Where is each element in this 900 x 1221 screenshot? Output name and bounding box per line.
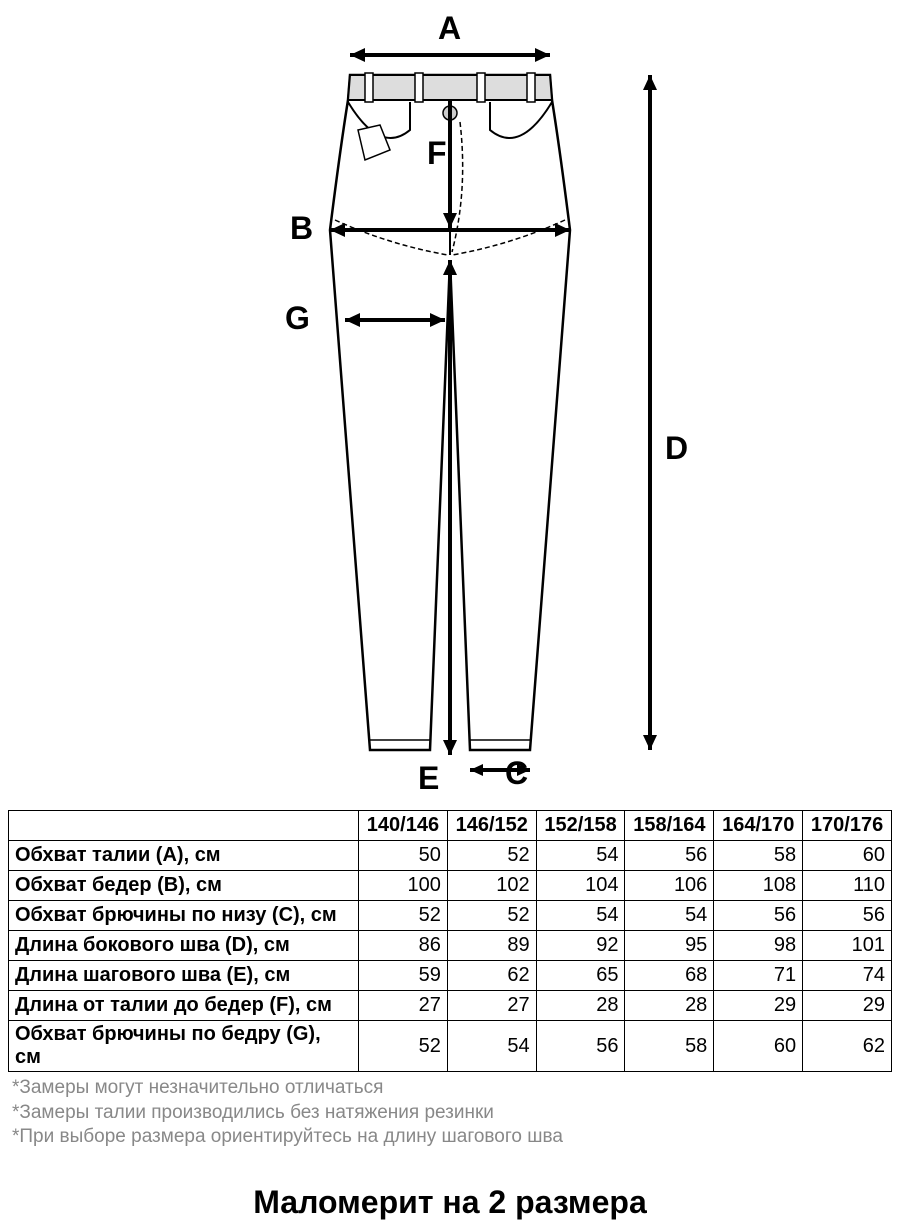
cell: 59 bbox=[359, 961, 448, 991]
table-header-row: 140/146 146/152 152/158 158/164 164/170 … bbox=[9, 811, 892, 841]
cell: 52 bbox=[359, 901, 448, 931]
cell: 56 bbox=[803, 901, 892, 931]
arrow-a bbox=[350, 48, 550, 62]
cell: 52 bbox=[447, 901, 536, 931]
cell: 68 bbox=[625, 961, 714, 991]
cell: 104 bbox=[536, 871, 625, 901]
row-label: Длина бокового шва (D), см bbox=[9, 931, 359, 961]
cell: 58 bbox=[625, 1021, 714, 1072]
row-label: Обхват бедер (В), см bbox=[9, 871, 359, 901]
cell: 27 bbox=[359, 991, 448, 1021]
cell: 62 bbox=[447, 961, 536, 991]
cell: 95 bbox=[625, 931, 714, 961]
note-line: *Замеры талии производились без натяжени… bbox=[12, 1101, 888, 1126]
cell: 28 bbox=[625, 991, 714, 1021]
arrow-d bbox=[643, 75, 657, 750]
cell: 60 bbox=[803, 841, 892, 871]
cell: 98 bbox=[714, 931, 803, 961]
belt-loop bbox=[365, 73, 373, 102]
cell: 56 bbox=[714, 901, 803, 931]
cell: 54 bbox=[447, 1021, 536, 1072]
size-col-3: 158/164 bbox=[625, 811, 714, 841]
cell: 86 bbox=[359, 931, 448, 961]
pants-svg bbox=[100, 0, 800, 810]
note-line: *Замеры могут незначительно отличаться bbox=[12, 1076, 888, 1101]
cell: 58 bbox=[714, 841, 803, 871]
size-table: 140/146 146/152 152/158 158/164 164/170 … bbox=[8, 810, 892, 1072]
size-col-1: 146/152 bbox=[447, 811, 536, 841]
label-e: E bbox=[418, 760, 439, 797]
size-table-area: 140/146 146/152 152/158 158/164 164/170 … bbox=[0, 810, 900, 1072]
cell: 54 bbox=[625, 901, 714, 931]
cell: 54 bbox=[536, 841, 625, 871]
size-col-4: 164/170 bbox=[714, 811, 803, 841]
belt-loop bbox=[415, 73, 423, 102]
label-d: D bbox=[665, 430, 688, 467]
label-b: B bbox=[290, 210, 313, 247]
cell: 89 bbox=[447, 931, 536, 961]
cell: 71 bbox=[714, 961, 803, 991]
table-row: Обхват брючины по бедру (G), см525456586… bbox=[9, 1021, 892, 1072]
table-row: Длина от талии до бедер (F), см272728282… bbox=[9, 991, 892, 1021]
cell: 108 bbox=[714, 871, 803, 901]
table-row: Обхват талии (А), см505254565860 bbox=[9, 841, 892, 871]
cell: 27 bbox=[447, 991, 536, 1021]
cell: 28 bbox=[536, 991, 625, 1021]
cell: 56 bbox=[536, 1021, 625, 1072]
header-empty bbox=[9, 811, 359, 841]
size-col-2: 152/158 bbox=[536, 811, 625, 841]
size-col-0: 140/146 bbox=[359, 811, 448, 841]
row-label: Длина от талии до бедер (F), см bbox=[9, 991, 359, 1021]
cell: 100 bbox=[359, 871, 448, 901]
table-row: Длина шагового шва (Е), см596265687174 bbox=[9, 961, 892, 991]
pants-diagram: A B C D E F G bbox=[0, 0, 900, 810]
fit-note: Маломерит на 2 размера bbox=[0, 1184, 900, 1221]
table-row: Обхват бедер (В), см100102104106108110 bbox=[9, 871, 892, 901]
cell: 60 bbox=[714, 1021, 803, 1072]
cell: 29 bbox=[803, 991, 892, 1021]
belt-loop bbox=[477, 73, 485, 102]
cell: 65 bbox=[536, 961, 625, 991]
cell: 50 bbox=[359, 841, 448, 871]
cell: 56 bbox=[625, 841, 714, 871]
label-a: A bbox=[438, 10, 461, 47]
row-label: Обхват брючины по бедру (G), см bbox=[9, 1021, 359, 1072]
belt-loop bbox=[527, 73, 535, 102]
cell: 92 bbox=[536, 931, 625, 961]
label-c: C bbox=[505, 755, 528, 792]
cell: 110 bbox=[803, 871, 892, 901]
cell: 29 bbox=[714, 991, 803, 1021]
cell: 102 bbox=[447, 871, 536, 901]
note-line: *При выборе размера ориентируйтесь на дл… bbox=[12, 1125, 888, 1150]
table-row: Обхват брючины по низу (С), см5252545456… bbox=[9, 901, 892, 931]
cell: 52 bbox=[359, 1021, 448, 1072]
cell: 74 bbox=[803, 961, 892, 991]
row-label: Обхват талии (А), см bbox=[9, 841, 359, 871]
table-row: Длина бокового шва (D), см8689929598101 bbox=[9, 931, 892, 961]
waistband bbox=[348, 75, 552, 100]
cell: 101 bbox=[803, 931, 892, 961]
notes: *Замеры могут незначительно отличаться *… bbox=[0, 1072, 900, 1154]
label-g: G bbox=[285, 300, 310, 337]
cell: 54 bbox=[536, 901, 625, 931]
cell: 106 bbox=[625, 871, 714, 901]
row-label: Обхват брючины по низу (С), см bbox=[9, 901, 359, 931]
row-label: Длина шагового шва (Е), см bbox=[9, 961, 359, 991]
cell: 52 bbox=[447, 841, 536, 871]
size-col-5: 170/176 bbox=[803, 811, 892, 841]
label-f: F bbox=[427, 135, 447, 172]
cell: 62 bbox=[803, 1021, 892, 1072]
